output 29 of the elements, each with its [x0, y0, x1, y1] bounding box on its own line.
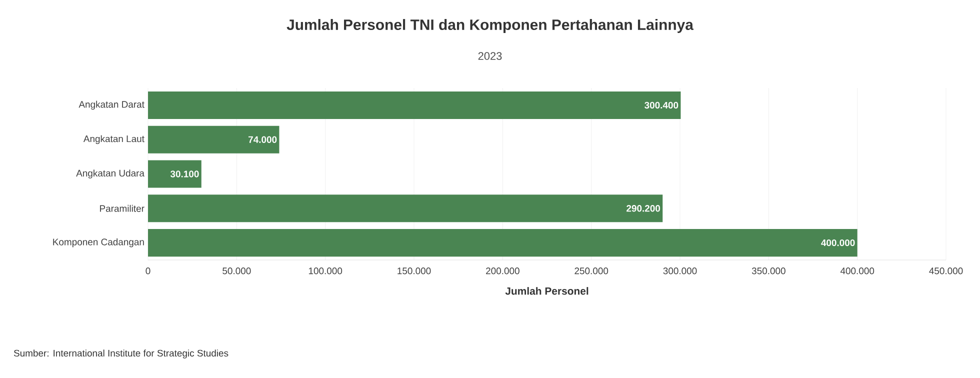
x-tick-label: 50.000: [222, 268, 251, 274]
bar: [148, 194, 663, 222]
bar: [148, 229, 858, 257]
data-label: 30.100: [170, 170, 199, 178]
x-tick-label: 200.000: [486, 268, 520, 274]
data-label: 74.000: [248, 136, 277, 143]
x-tick-label: 300.000: [663, 268, 697, 274]
y-tick-label: Komponen Cadangan: [53, 238, 144, 248]
y-tick-label: Paramiliter: [100, 204, 144, 212]
bar: [148, 160, 202, 188]
data-label: 290.200: [626, 205, 660, 212]
chart-title: Jumlah Personel TNI dan Komponen Pertahanan Lainnya: [286, 19, 694, 33]
x-tick-label: 100.000: [308, 268, 342, 274]
y-tick-label: Angkatan Darat: [78, 100, 144, 110]
x-tick-label: 350.000: [752, 268, 786, 274]
chart-subtitle: 2023: [478, 52, 502, 60]
y-tick-label: Angkatan Udara: [76, 170, 144, 178]
x-tick-label: 0: [146, 268, 150, 274]
x-axis-title: Jumlah Personel: [505, 287, 588, 295]
data-label: 300.400: [644, 102, 678, 109]
x-tick-label: 250.000: [574, 268, 608, 274]
x-tick-label: 150.000: [398, 268, 431, 274]
x-tick-label: 400.000: [840, 268, 874, 274]
data-label: 400.000: [821, 239, 855, 246]
bar: [148, 126, 280, 154]
y-tick-label: Angkatan Laut: [83, 135, 144, 144]
x-tick-label: 450.000: [929, 268, 963, 274]
bar: [148, 91, 681, 119]
text: Sumber: International Institute for Strategic Studies: [14, 350, 228, 358]
